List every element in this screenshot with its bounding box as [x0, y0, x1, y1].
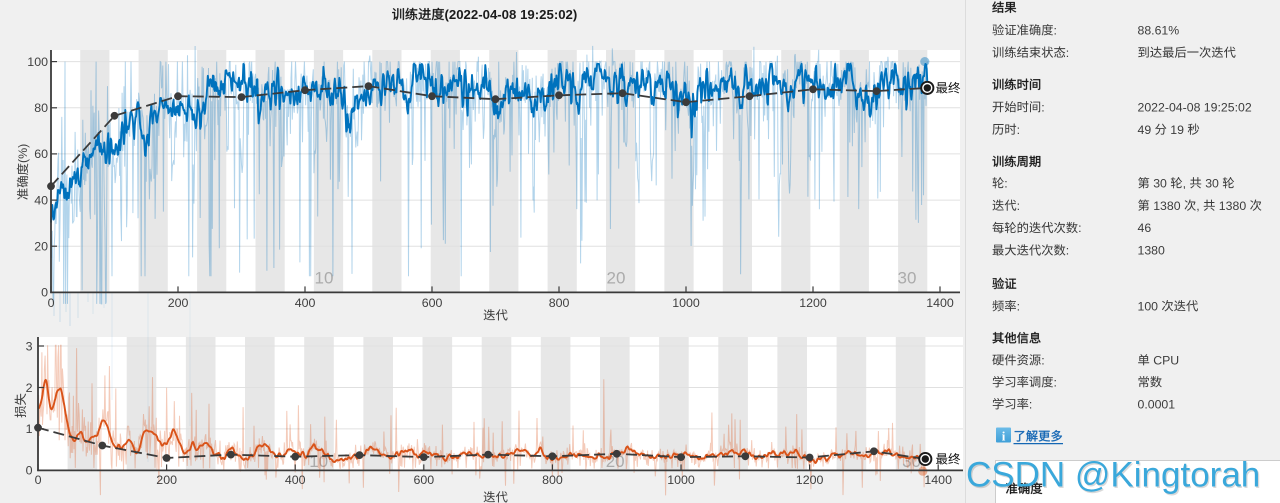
svg-text:100: 100: [1138, 299, 1159, 313]
svg-text::: :: [1004, 176, 1007, 190]
svg-text::: :: [1066, 46, 1069, 60]
svg-text:(2022-04-08: (2022-04-08: [445, 7, 517, 22]
svg-text:800: 800: [549, 296, 570, 310]
svg-text:0.0001: 0.0001: [1138, 397, 1176, 411]
svg-text:1200: 1200: [799, 296, 827, 310]
svg-text:46: 46: [1138, 221, 1152, 235]
svg-text:200: 200: [168, 296, 189, 310]
svg-text::: :: [1041, 353, 1044, 367]
svg-text:20: 20: [34, 240, 48, 254]
svg-text:3: 3: [26, 339, 33, 353]
svg-text:1: 1: [26, 422, 33, 436]
svg-text:40: 40: [34, 193, 48, 207]
svg-text:1400: 1400: [926, 296, 954, 310]
svg-text::: :: [1066, 244, 1069, 258]
svg-text:1380: 1380: [1219, 199, 1247, 213]
svg-text:100: 100: [27, 55, 48, 69]
svg-text:1000: 1000: [672, 296, 700, 310]
svg-text:30: 30: [1153, 176, 1167, 190]
svg-text::: :: [1041, 100, 1044, 114]
svg-text:60: 60: [34, 147, 48, 161]
svg-text:80: 80: [34, 101, 48, 115]
svg-text::: :: [1054, 23, 1057, 37]
svg-text:1400: 1400: [924, 473, 952, 487]
svg-text:2022-04-08: 2022-04-08: [1138, 100, 1201, 114]
svg-text::: :: [1029, 397, 1032, 411]
svg-text:1200: 1200: [796, 473, 824, 487]
svg-text:400: 400: [285, 473, 306, 487]
svg-text:,: ,: [1196, 199, 1199, 213]
svg-text:600: 600: [414, 473, 435, 487]
svg-text:800: 800: [542, 473, 563, 487]
svg-text:10: 10: [315, 269, 334, 288]
svg-text:1380: 1380: [1153, 199, 1181, 213]
svg-text::: :: [1017, 199, 1020, 213]
svg-text:0: 0: [35, 473, 42, 487]
svg-text:0: 0: [48, 296, 55, 310]
svg-text:CSDN @Kingtorah: CSDN @Kingtorah: [966, 456, 1260, 495]
svg-text:2: 2: [26, 381, 33, 395]
svg-text:30: 30: [898, 269, 917, 288]
svg-text:(%): (%): [16, 144, 30, 163]
svg-text::: :: [1054, 375, 1057, 389]
svg-text:CSDN @Kingtorah: CSDN @Kingtorah: [967, 457, 1261, 496]
svg-text::: :: [1017, 299, 1020, 313]
svg-text:0: 0: [41, 286, 48, 300]
svg-text:88.61%: 88.61%: [1138, 23, 1180, 37]
svg-text:i: i: [1002, 429, 1006, 444]
svg-text:49: 49: [1138, 123, 1152, 137]
svg-text::: :: [1017, 123, 1020, 137]
svg-text:19:25:02): 19:25:02): [520, 7, 577, 22]
svg-text:19: 19: [1170, 123, 1184, 137]
svg-text:19:25:02: 19:25:02: [1204, 100, 1252, 114]
svg-text:400: 400: [295, 296, 316, 310]
svg-text:1380: 1380: [1138, 244, 1166, 258]
svg-text::: :: [1078, 221, 1081, 235]
svg-text:,: ,: [1183, 176, 1186, 190]
svg-text:0: 0: [26, 464, 33, 478]
svg-text:200: 200: [156, 473, 177, 487]
svg-text:30: 30: [1205, 176, 1219, 190]
svg-text:CPU: CPU: [1153, 353, 1179, 367]
svg-text:600: 600: [422, 296, 443, 310]
svg-text:20: 20: [607, 269, 626, 288]
svg-text:1000: 1000: [667, 473, 695, 487]
